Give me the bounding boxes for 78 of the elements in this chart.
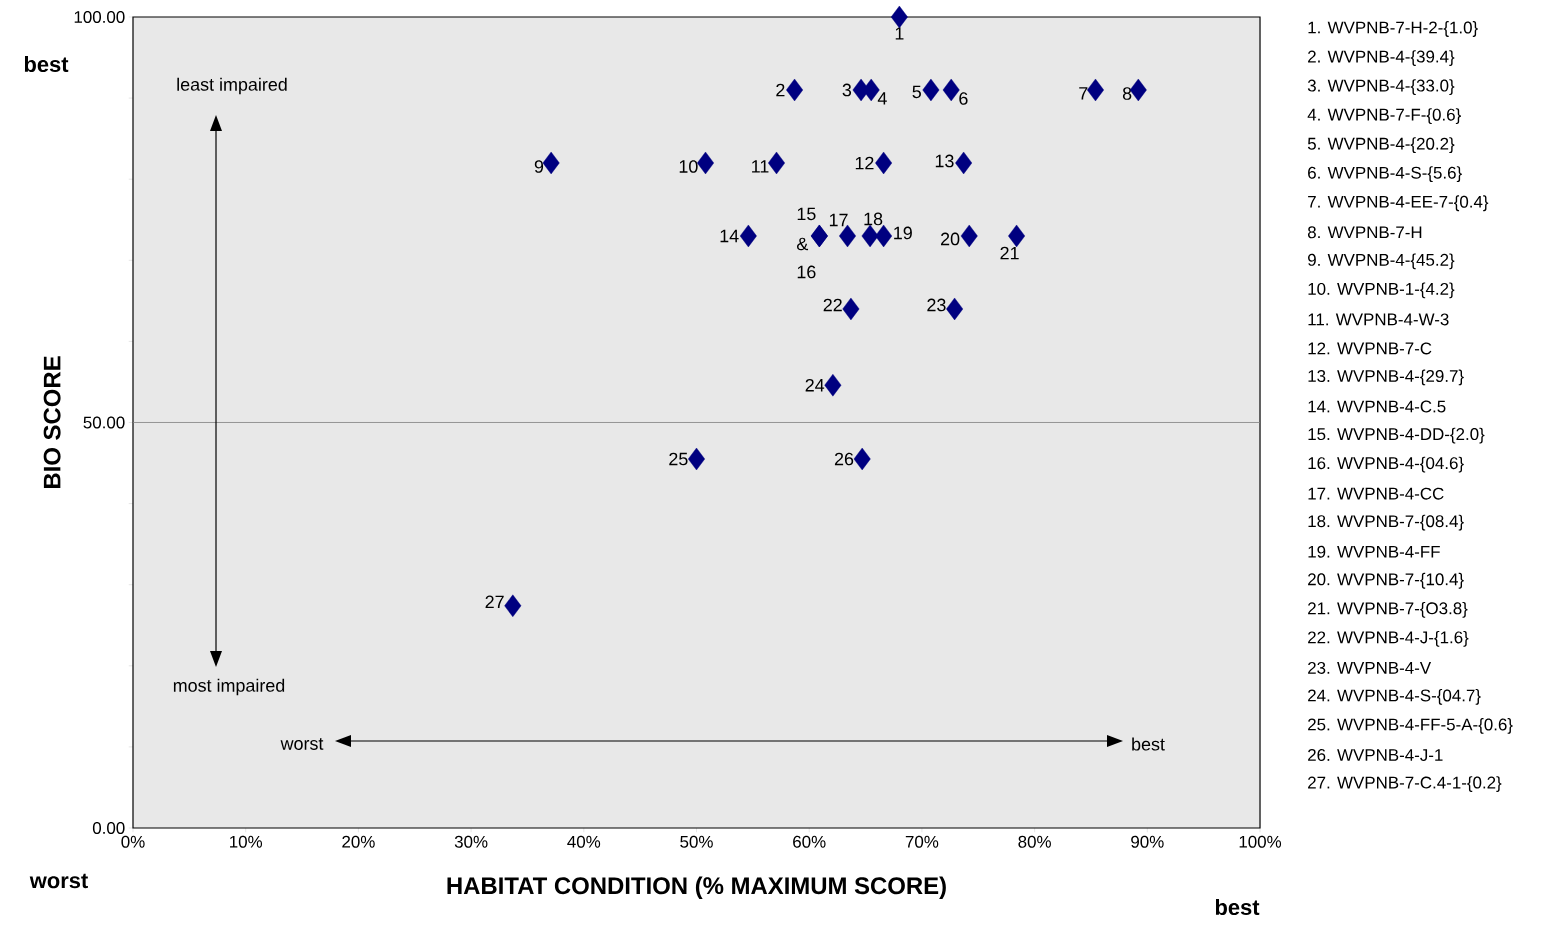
- text: 1. WVPNB-7-H-2-{1.0}: [1308, 21, 1478, 37]
- x-axis-title: HABITAT CONDITION (% MAXIMUM SCORE): [447, 876, 946, 899]
- x-tick-label: 70%: [905, 835, 939, 848]
- text: 4. WVPNB-7-F-{0.6}: [1307, 108, 1461, 124]
- y-axis-title: BIO SCORE: [43, 356, 61, 488]
- text: 20. WVPNB-7-{10.4}: [1308, 572, 1464, 589]
- y-tick-label: 0.00: [92, 822, 125, 834]
- x-tick-label: 10%: [230, 835, 263, 848]
- annotation: 3: [842, 83, 852, 97]
- text: 2. WVPNB-4-{39.4}: [1308, 50, 1455, 66]
- text: worst: [29, 873, 88, 889]
- text: 19. WVPNB-4-FF: [1308, 545, 1440, 558]
- text: 24. WVPNB-4-S-{04.7}: [1308, 689, 1481, 705]
- x-tick-label: 20%: [342, 835, 375, 848]
- text: 8. WVPNB-7-H: [1307, 226, 1422, 239]
- text: 22. WVPNB-4-J-{1.6}: [1308, 630, 1469, 647]
- annotation: 19: [894, 226, 912, 240]
- annotation: 16: [797, 265, 816, 279]
- text: 13. WVPNB-4-{29.7}: [1308, 369, 1464, 386]
- text: 26. WVPNB-4-J-1: [1308, 749, 1443, 761]
- annotation: 22: [823, 298, 842, 312]
- x-tick-label: 60%: [793, 835, 826, 848]
- text: 16. WVPNB-4-{04.6}: [1308, 456, 1464, 473]
- text: 17. WVPNB-4-CC: [1308, 487, 1444, 500]
- text: 12. WVPNB-7-C: [1308, 342, 1432, 355]
- x-tick-label: 50%: [680, 835, 713, 848]
- annotation: 9: [534, 160, 544, 173]
- annotation: 27: [485, 595, 504, 609]
- annotation: best: [1132, 737, 1165, 751]
- text: best: [1215, 898, 1260, 916]
- y-tick-label: 50.00: [83, 416, 125, 429]
- text: 15. WVPNB-4-DD-{2.0}: [1308, 427, 1485, 444]
- x-tick-label: 30%: [454, 835, 488, 848]
- annotation: 15: [797, 207, 816, 221]
- annotation: 8: [1122, 87, 1132, 100]
- y-tick-label: 100.00: [74, 10, 125, 23]
- x-tick-label: 90%: [1131, 835, 1164, 848]
- annotation: 18: [864, 212, 883, 226]
- text: 27. WVPNB-7-C.4-1-{0.2}: [1308, 776, 1502, 792]
- text: 9. WVPNB-4-{45.2}: [1308, 253, 1455, 270]
- annotation: 13: [935, 154, 954, 168]
- annotation: 17: [829, 213, 848, 227]
- text: 10. WVPNB-1-{4.2}: [1308, 282, 1455, 299]
- text: 5. WVPNB-4-{20.2}: [1307, 137, 1455, 154]
- annotation: 2: [776, 83, 785, 97]
- text: 25. WVPNB-4-FF-5-A-{0.6}: [1308, 718, 1513, 734]
- annotation: 23: [927, 298, 946, 312]
- text: 7. WVPNB-4-EE-7-{0.4}: [1308, 195, 1489, 212]
- text: 18. WVPNB-7-{08.4}: [1308, 514, 1464, 531]
- x-tick-label: 40%: [567, 835, 601, 848]
- annotation: 6: [959, 92, 968, 105]
- x-tick-label: 0%: [121, 835, 145, 848]
- text: best: [24, 55, 69, 73]
- text: 3. WVPNB-4-{33.0}: [1307, 79, 1455, 95]
- annotation: 21: [1000, 246, 1019, 260]
- annotation: least impaired: [177, 77, 287, 95]
- annotation: 7: [1079, 87, 1088, 100]
- annotation: 25: [669, 452, 688, 466]
- text: 6. WVPNB-4-S-{5.6}: [1308, 166, 1462, 183]
- text: 23. WVPNB-4-V: [1308, 661, 1432, 674]
- annotation: 12: [855, 156, 874, 170]
- text: 21. WVPNB-7-{O3.8}: [1308, 601, 1468, 618]
- x-tick-label: 80%: [1018, 835, 1051, 848]
- text: 11. WVPNB-4-W-3: [1308, 313, 1449, 326]
- annotation: 1: [895, 27, 904, 40]
- annotation: 20: [941, 232, 960, 246]
- annotation: 24: [805, 378, 825, 392]
- annotation: 14: [720, 229, 739, 243]
- annotation: worst: [280, 738, 324, 750]
- annotation: most impaired: [173, 678, 285, 696]
- text: 14. WVPNB-4-C.5: [1308, 400, 1446, 413]
- annotation: 4: [877, 92, 887, 105]
- annotation: 11: [752, 160, 769, 173]
- x-tick-label: 100%: [1239, 835, 1282, 848]
- annotation: 26: [834, 452, 854, 466]
- annotation: 5: [912, 85, 921, 99]
- annotation: &: [797, 237, 809, 251]
- annotation: 10: [679, 160, 698, 173]
